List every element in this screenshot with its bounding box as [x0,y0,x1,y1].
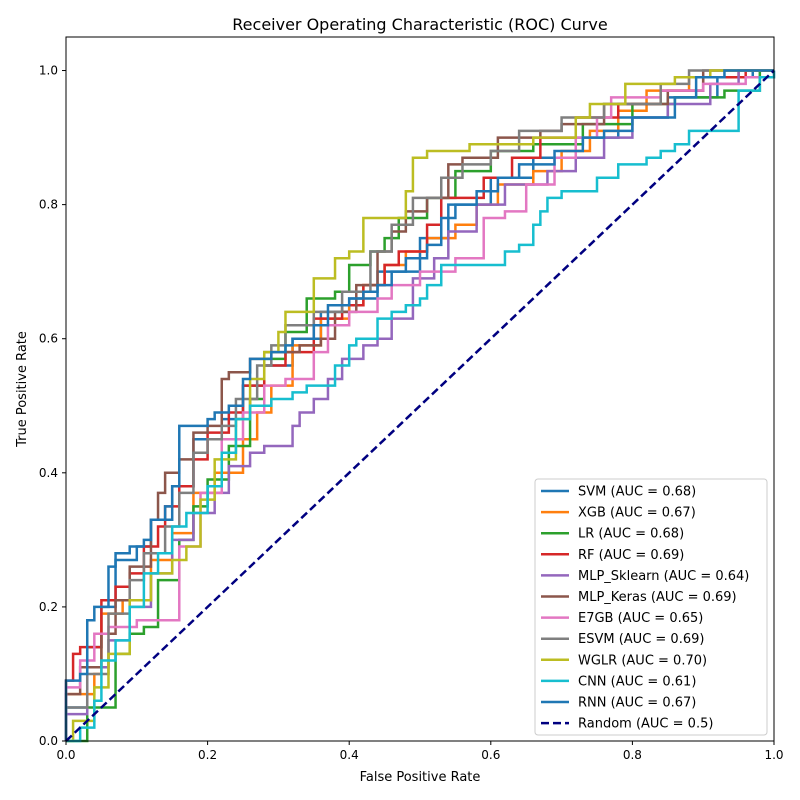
legend-label-11: Random (AUC = 0.5) [578,717,713,732]
legend-label-8: WGLR (AUC = 0.70) [578,653,707,668]
x-tick-label: 1.0 [764,748,783,762]
y-tick-label: 0.0 [39,734,58,748]
y-axis: 0.0 0.2 0.4 0.6 0.8 1.0 [39,64,66,748]
y-tick-label: 1.0 [39,64,58,78]
x-tick-label: 0.4 [340,748,359,762]
legend-label-1: XGB (AUC = 0.67) [578,506,696,521]
legend-label-6: E7GB (AUC = 0.65) [578,611,703,626]
legend-label-5: MLP_Keras (AUC = 0.69) [578,590,737,605]
y-axis-label: True Positive Rate [15,331,30,448]
legend-label-3: RF (AUC = 0.69) [578,548,684,563]
x-axis-label: False Positive Rate [360,770,481,785]
legend-label-0: SVM (AUC = 0.68) [578,485,696,500]
y-tick-label: 0.2 [39,600,58,614]
plot-area [64,36,776,743]
legend: SVM (AUC = 0.68) XGB (AUC = 0.67) LR (AUC … [534,478,768,736]
x-tick-label: 0.6 [481,748,500,762]
legend-label-10: RNN (AUC = 0.67) [578,696,696,711]
legend-box [534,478,768,736]
legend-label-9: CNN (AUC = 0.61) [578,674,696,689]
y-tick-label: 0.4 [39,466,58,480]
series-line-8 [66,69,774,743]
series-line-10 [64,69,774,741]
legend-label-4: MLP_Sklearn (AUC = 0.64) [578,569,749,584]
x-tick-label: 0.2 [198,748,217,762]
axes-frame [65,36,775,742]
series-line-11 [65,69,775,742]
x-tick-label: 0.0 [56,748,75,762]
series-line-9 [66,70,776,743]
x-tick-label: 0.8 [623,748,642,762]
chart-title: Receiver Operating Characteristic (ROC) … [232,15,607,34]
legend-label-2: LR (AUC = 0.68) [578,527,684,542]
series-layer [64,69,776,743]
x-axis: 0.0 0.2 0.4 0.6 0.8 1.0 [56,741,784,762]
y-tick-label: 0.8 [39,198,58,212]
series-line-5 [64,69,774,741]
y-tick-label: 0.6 [39,332,58,346]
legend-label-7: ESVM (AUC = 0.69) [578,632,704,647]
